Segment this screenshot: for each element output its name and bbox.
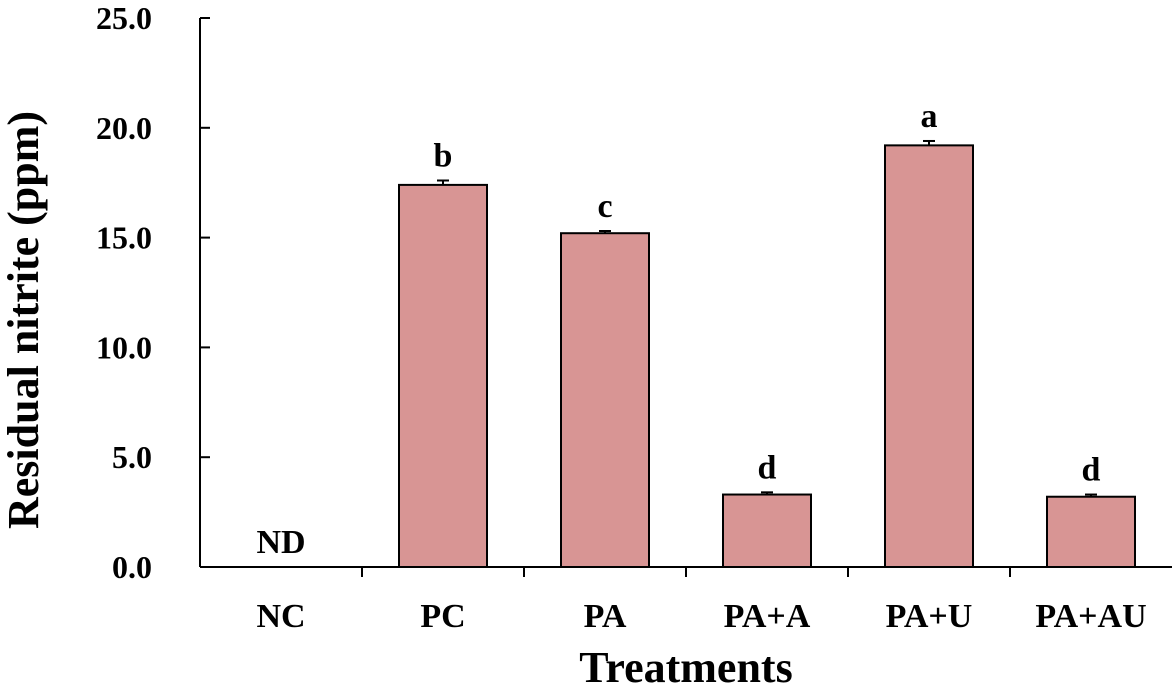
bar-pa-plus-u (884, 144, 974, 568)
y-axis-title: Residual nitrite (ppm) (0, 111, 48, 529)
y-tick-label: 15.0 (96, 220, 152, 256)
y-tick-label: 5.0 (112, 439, 152, 475)
significance-label: a (921, 98, 938, 135)
x-tick-label: PA+U (886, 598, 973, 635)
y-tick-label: 20.0 (96, 110, 152, 146)
y-tick-label: 10.0 (96, 329, 152, 365)
x-tick-label: NC (256, 598, 305, 635)
x-axis-title: Treatments (579, 643, 792, 689)
bar-pa-plus-a (722, 493, 812, 569)
error-bars (437, 139, 1097, 497)
x-tick-label: PA+AU (1035, 598, 1146, 635)
x-tick-label: PC (420, 598, 465, 635)
y-tick-label: 0.0 (112, 549, 152, 585)
x-tick-label: PA+A (724, 598, 811, 635)
significance-letters: ND b c d a d (256, 98, 1100, 561)
y-axis: 0.0 5.0 10.0 15.0 20.0 25.0 (96, 0, 210, 585)
y-tick-label: 25.0 (96, 0, 152, 36)
significance-label: ND (256, 524, 305, 561)
significance-label: d (1082, 452, 1101, 489)
x-tick-label: PA (584, 598, 627, 635)
x-axis: NC PC PA PA+A PA+U PA+AU (200, 566, 1172, 635)
bars (398, 144, 1136, 569)
bar-pc (398, 183, 488, 568)
bar-pa-plus-au (1046, 495, 1136, 568)
significance-label: b (434, 138, 453, 175)
bar-pa (560, 232, 650, 568)
significance-label: c (597, 188, 612, 225)
significance-label: d (758, 449, 777, 486)
